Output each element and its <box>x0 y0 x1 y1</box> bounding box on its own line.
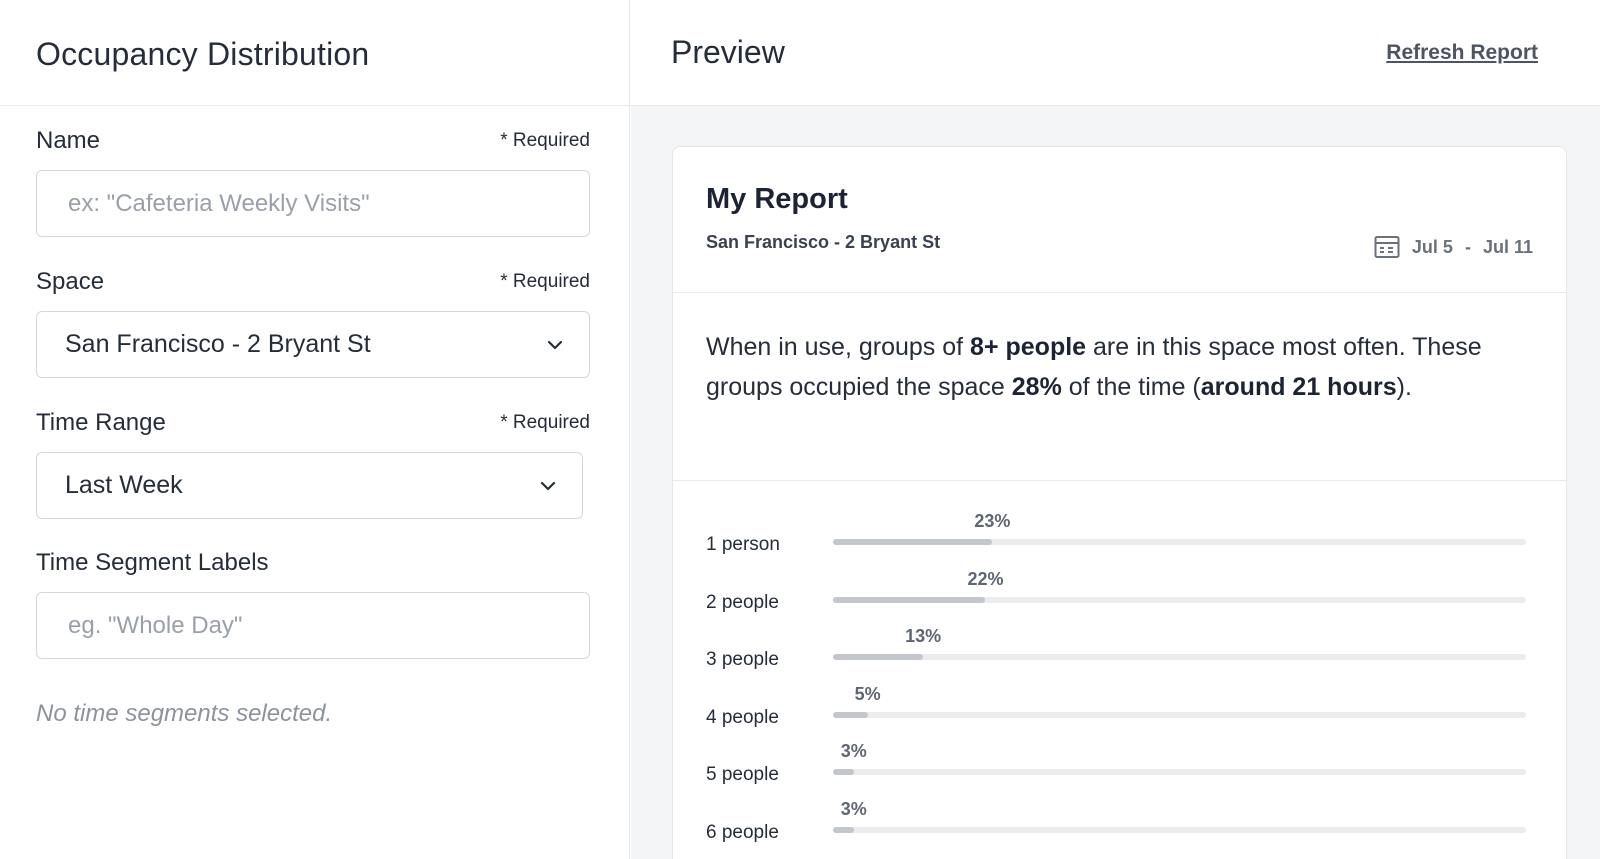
date-end: Jul 11 <box>1482 236 1533 257</box>
no-segments-hint: No time segments selected. <box>36 700 333 727</box>
space-field-group: Space * Required San Francisco - 2 Bryan… <box>36 267 590 378</box>
bar-track <box>833 539 1526 545</box>
time-range-label: Time Range <box>36 409 166 436</box>
bar <box>833 769 854 775</box>
bar <box>833 826 854 833</box>
preview-panel: Preview Refresh Report My Report San Fra… <box>631 0 1600 859</box>
report-title: My Report <box>706 183 848 215</box>
preview-header: Preview Refresh Report <box>631 0 1600 106</box>
report-date-range: Jul 5 - Jul 11 <box>1374 235 1533 259</box>
bar-category-label: 6 people <box>706 821 779 843</box>
report-summary: When in use, groups of 8+ people are in … <box>673 293 1566 481</box>
bar <box>833 596 986 603</box>
bar-track <box>833 769 1526 775</box>
bar-track <box>833 711 1526 718</box>
space-select[interactable]: San Francisco - 2 Bryant St <box>36 311 590 378</box>
bar-category-label: 5 people <box>706 764 779 785</box>
summary-text-4: ). <box>1396 373 1412 401</box>
name-required-note: * Required <box>500 130 590 151</box>
space-label: Space <box>36 268 105 295</box>
time-segment-field-group: Time Segment Labels eg. "Whole Day" <box>36 548 590 659</box>
date-separator: - <box>1464 236 1471 257</box>
report-space: San Francisco - 2 Bryant St <box>706 232 941 252</box>
occupancy-bar-chart: 1 person 23% 2 people 22% 3 people 13% 4 peopl… <box>673 481 1566 859</box>
bar-category-label: 2 people <box>706 591 779 613</box>
report-card-header: My Report San Francisco - 2 Bryant St Ju… <box>673 147 1566 293</box>
summary-text-3: of the time ( <box>1061 373 1201 401</box>
summary-highlight-hours: around 21 hours <box>1200 373 1397 401</box>
bar-value-label: 3% <box>840 741 867 761</box>
summary-text-1: When in use, groups of <box>706 333 971 361</box>
space-select-value: San Francisco - 2 Bryant St <box>65 330 371 358</box>
chevron-down-icon <box>547 340 563 349</box>
space-required-note: * Required <box>500 271 590 292</box>
time-segment-label: Time Segment Labels <box>36 549 269 576</box>
bar-value-label: 3% <box>840 798 867 819</box>
page-title: Occupancy Distribution <box>36 36 370 72</box>
refresh-report-link[interactable]: Refresh Report <box>1386 40 1538 64</box>
date-start: Jul 5 <box>1411 236 1453 257</box>
bar <box>833 711 868 718</box>
calendar-icon <box>1374 236 1400 258</box>
bar-category-label: 4 people <box>706 706 779 728</box>
bar-value-label: 22% <box>967 568 1004 589</box>
time-range-select-value: Last Week <box>65 471 183 499</box>
form-panel: Occupancy Distribution Name * Required e… <box>0 0 630 859</box>
form-header: Occupancy Distribution <box>0 0 629 106</box>
bar-category-label: 1 person <box>706 534 780 555</box>
bar <box>833 539 993 545</box>
summary-highlight-group: 8+ people <box>970 333 1087 361</box>
bar <box>833 654 924 660</box>
name-input[interactable]: ex: "Cafeteria Weekly Visits" <box>36 170 590 237</box>
name-field-group: Name * Required ex: "Cafeteria Weekly Vi… <box>36 126 590 237</box>
time-segment-input[interactable]: eg. "Whole Day" <box>36 592 590 659</box>
bar-value-label: 5% <box>854 683 881 704</box>
summary-text-2: are in this space most often. These grou… <box>706 333 1482 401</box>
time-range-required-note: * Required <box>500 412 590 433</box>
time-range-field-group: Time Range * Required Last Week <box>36 408 590 519</box>
bar-track <box>833 596 1526 603</box>
name-label: Name <box>36 127 101 154</box>
preview-title: Preview <box>671 34 785 70</box>
summary-highlight-percent: 28% <box>1011 373 1062 401</box>
name-input-placeholder: ex: "Cafeteria Weekly Visits" <box>68 189 370 217</box>
report-card: My Report San Francisco - 2 Bryant St Ju… <box>672 146 1567 859</box>
bar-track <box>833 654 1526 660</box>
chevron-down-icon <box>540 481 556 490</box>
bar-category-label: 3 people <box>706 649 779 670</box>
bar-value-label: 23% <box>974 511 1011 531</box>
time-range-select[interactable]: Last Week <box>36 452 583 519</box>
bar-value-label: 13% <box>905 626 942 646</box>
bar-track <box>833 826 1526 833</box>
time-segment-input-placeholder: eg. "Whole Day" <box>68 611 243 639</box>
